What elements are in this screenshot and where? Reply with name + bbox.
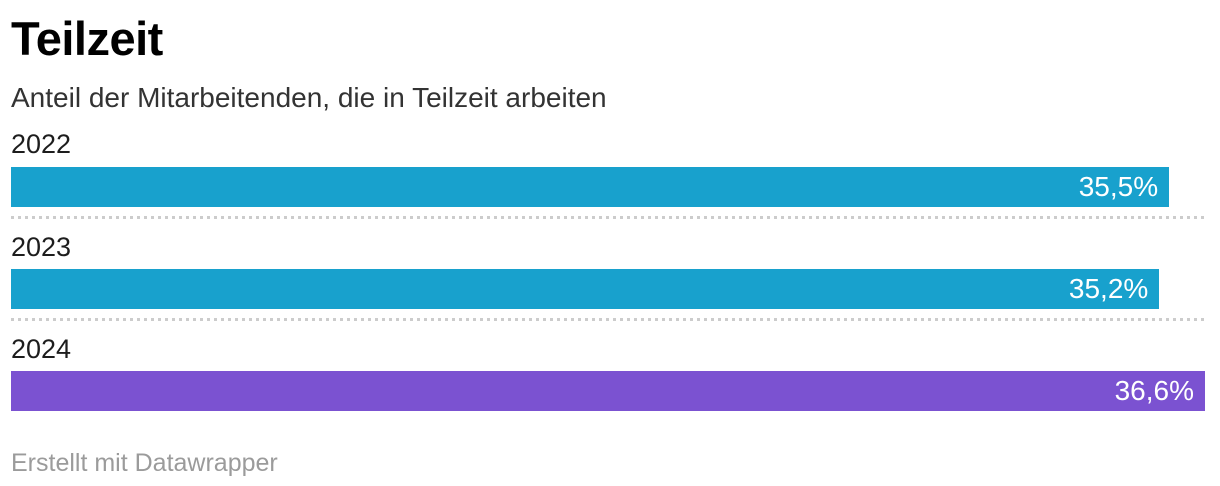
bar[interactable]: 35,5% <box>11 166 1170 207</box>
category-label: 2023 <box>11 231 72 262</box>
datawrapper-attribution-link[interactable]: Erstellt mit Datawrapper <box>11 449 278 478</box>
value-label: 36,6% <box>1114 375 1194 407</box>
bar-row: 2023 35,2% <box>11 231 1205 322</box>
bar-row: 2022 35,5% <box>11 128 1205 219</box>
category-label: 2024 <box>11 334 72 365</box>
bar[interactable]: 36,6% <box>11 371 1205 412</box>
bar-track: 36,6% <box>11 371 1205 412</box>
value-label: 35,5% <box>1078 170 1159 202</box>
value-label: 35,2% <box>1068 273 1149 305</box>
bar-chart: 2022 35,5% 2023 35,2% 2024 36,6% <box>11 128 1205 412</box>
row-separator <box>11 215 1205 219</box>
bar-track: 35,2% <box>11 269 1205 310</box>
bar[interactable]: 35,2% <box>11 269 1160 310</box>
attribution-footer: Erstellt mit Datawrapper <box>11 449 1205 478</box>
chart-subtitle: Anteil der Mitarbeitenden, die in Teilze… <box>11 81 607 113</box>
bar-row: 2024 36,6% <box>11 333 1205 412</box>
row-separator <box>11 318 1205 322</box>
bar-track: 35,5% <box>11 166 1205 207</box>
chart-title: Teilzeit <box>11 12 163 65</box>
category-label: 2022 <box>11 129 72 160</box>
